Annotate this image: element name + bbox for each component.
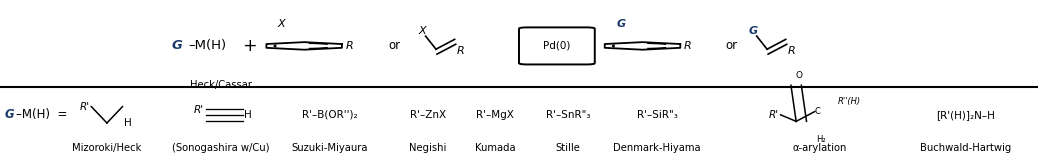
Text: G: G	[171, 39, 182, 52]
Text: R: R	[684, 41, 691, 51]
Text: α-arylation: α-arylation	[793, 143, 847, 153]
Text: R'–SiR"₃: R'–SiR"₃	[636, 110, 678, 120]
Text: –M(H)  =: –M(H) =	[16, 108, 66, 121]
Text: R'–B(OR'')₂: R'–B(OR'')₂	[302, 110, 358, 120]
Text: [R'(H)]₂N–H: [R'(H)]₂N–H	[936, 110, 994, 120]
Text: (Sonogashira w/Cu): (Sonogashira w/Cu)	[172, 143, 270, 153]
Text: R': R'	[768, 110, 778, 120]
Text: R''(H): R''(H)	[838, 97, 861, 106]
Text: R: R	[788, 46, 795, 56]
FancyBboxPatch shape	[519, 27, 595, 64]
Text: R': R'	[80, 102, 90, 112]
Text: +: +	[242, 37, 256, 55]
Text: Mizoroki/Heck: Mizoroki/Heck	[73, 143, 141, 153]
Text: Buchwald-Hartwig: Buchwald-Hartwig	[920, 143, 1011, 153]
Text: G: G	[617, 19, 625, 29]
Text: R'–ZnX: R'–ZnX	[410, 110, 445, 120]
Text: R: R	[346, 41, 353, 51]
Text: Stille: Stille	[555, 143, 580, 153]
Text: R'–MgX: R'–MgX	[476, 110, 514, 120]
Text: Negishi: Negishi	[409, 143, 446, 153]
Text: O: O	[796, 71, 802, 80]
Text: Suzuki-Miyaura: Suzuki-Miyaura	[292, 143, 368, 153]
Text: Heck/Cassar: Heck/Cassar	[190, 80, 252, 90]
Text: H: H	[244, 110, 251, 120]
Text: or: or	[726, 39, 738, 52]
Text: or: or	[388, 39, 401, 52]
Text: H₂: H₂	[816, 135, 825, 144]
Text: H: H	[124, 118, 131, 128]
Text: Denmark-Hiyama: Denmark-Hiyama	[613, 143, 701, 153]
Text: R: R	[457, 46, 464, 56]
Text: R': R'	[193, 105, 203, 115]
Text: Kumada: Kumada	[474, 143, 516, 153]
Text: C: C	[815, 107, 821, 116]
Text: Pd(0): Pd(0)	[543, 41, 570, 51]
Text: G: G	[4, 108, 13, 121]
Text: –M(H): –M(H)	[188, 39, 226, 52]
Text: X: X	[277, 19, 285, 29]
Text: X: X	[418, 26, 427, 36]
Text: R'–SnR"₃: R'–SnR"₃	[546, 110, 590, 120]
Text: G: G	[749, 26, 758, 36]
